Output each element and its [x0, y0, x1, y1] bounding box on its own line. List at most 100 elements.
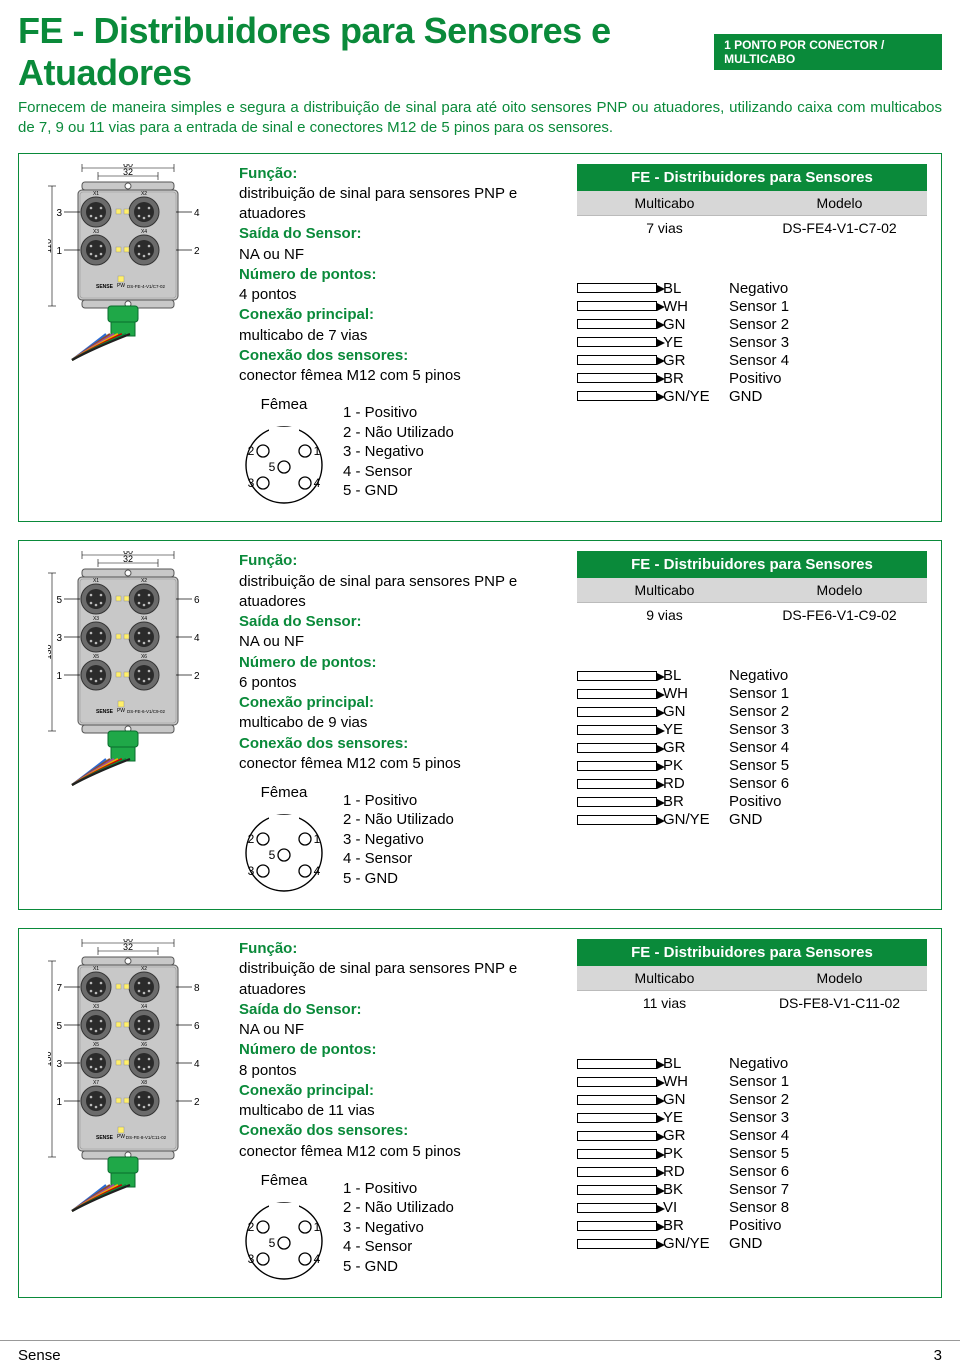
svg-text:X5: X5 [93, 1042, 99, 1048]
svg-text:5: 5 [269, 460, 276, 474]
device-diagram: 60 32 150 7 8 [48, 939, 208, 1221]
wire-row: GR Sensor 4 [577, 1127, 927, 1144]
wire-row: BR Positivo [577, 1217, 927, 1234]
spec-block: Função: distribuição de sinal para senso… [239, 164, 561, 387]
spec-column: Função: distribuição de sinal para senso… [239, 939, 561, 1283]
device-diagram: 60 32 110 3 4 [48, 164, 208, 370]
svg-text:1: 1 [314, 832, 321, 846]
svg-text:X4: X4 [141, 1004, 147, 1010]
product-panel-0: 60 32 110 3 4 [18, 153, 942, 523]
wire-code: PK [663, 757, 723, 774]
svg-text:4: 4 [194, 633, 200, 644]
svg-text:DS-FE-4-V1/C7-02: DS-FE-4-V1/C7-02 [127, 284, 166, 289]
wire-code: BR [663, 370, 723, 387]
wire-signal: GND [729, 1235, 762, 1252]
svg-text:PW: PW [117, 1134, 125, 1140]
svg-text:130: 130 [48, 645, 53, 660]
table-cell-modelo: DS-FE6-V1-C9-02 [752, 603, 927, 627]
table-col-multicabo: Multicabo [577, 966, 752, 990]
wire-bar-icon [577, 355, 657, 365]
wire-row: BR Positivo [577, 793, 927, 810]
pin-row: 1 - Positivo [343, 1179, 454, 1199]
spec-column: Função: distribuição de sinal para senso… [239, 164, 561, 508]
svg-text:X3: X3 [93, 1004, 99, 1010]
wire-bar-icon [577, 1077, 657, 1087]
table-header: Multicabo Modelo [577, 578, 927, 603]
wire-signal: GND [729, 388, 762, 405]
pin-row: 5 - GND [343, 481, 454, 501]
wire-bar-icon [577, 391, 657, 401]
title-badge: 1 PONTO POR CONECTOR / MULTICABO [714, 34, 942, 70]
wire-row: RD Sensor 6 [577, 1163, 927, 1180]
wire-signal: Sensor 7 [729, 1181, 789, 1198]
wire-row: GR Sensor 4 [577, 739, 927, 756]
table-cell-modelo: DS-FE8-V1-C11-02 [752, 991, 927, 1015]
pin-row: 3 - Negativo [343, 830, 454, 850]
table-cell-modelo: DS-FE4-V1-C7-02 [752, 216, 927, 240]
svg-text:3: 3 [56, 633, 62, 644]
wire-bar-icon [577, 283, 657, 293]
table-title: FE - Distribuidores para Sensores [577, 164, 927, 191]
svg-text:1: 1 [56, 1097, 62, 1108]
svg-text:1: 1 [314, 444, 321, 458]
pin-row: 3 - Negativo [343, 442, 454, 462]
wire-row: PK Sensor 5 [577, 1145, 927, 1162]
svg-text:1: 1 [314, 1220, 321, 1234]
svg-text:X8: X8 [141, 1080, 147, 1086]
wire-row: GN Sensor 2 [577, 703, 927, 720]
wire-bar-icon [577, 1059, 657, 1069]
wire-row: BL Negativo [577, 667, 927, 684]
svg-text:DS-FE-6-V1/C9-02: DS-FE-6-V1/C9-02 [127, 709, 166, 714]
wire-signal: Sensor 3 [729, 721, 789, 738]
svg-text:2: 2 [248, 832, 255, 846]
svg-text:3: 3 [56, 208, 62, 219]
table-column: FE - Distribuidores para Sensores Multic… [577, 164, 927, 508]
device-diagram: 60 32 130 5 6 [48, 551, 208, 795]
svg-text:3: 3 [248, 864, 255, 878]
wire-bar-icon [577, 319, 657, 329]
svg-text:X4: X4 [141, 616, 147, 622]
pin-row: 4 - Sensor [343, 849, 454, 869]
page-title: FE - Distribuidores para Sensores e Atua… [18, 10, 704, 94]
wire-row: YE Sensor 3 [577, 334, 927, 351]
wire-signal: Sensor 1 [729, 685, 789, 702]
spec-column: Função: distribuição de sinal para senso… [239, 551, 561, 895]
wire-code: YE [663, 1109, 723, 1126]
wire-code: BR [663, 1217, 723, 1234]
wire-bar-icon [577, 743, 657, 753]
spec-block: Função: distribuição de sinal para senso… [239, 939, 561, 1162]
wire-row: GN/YE GND [577, 1235, 927, 1252]
wire-row: BK Sensor 7 [577, 1181, 927, 1198]
svg-text:5: 5 [56, 1021, 62, 1032]
wire-bar-icon [577, 373, 657, 383]
svg-text:4: 4 [314, 1252, 321, 1266]
svg-text:X6: X6 [141, 1042, 147, 1048]
wire-bar-icon [577, 337, 657, 347]
wire-signal: Sensor 1 [729, 1073, 789, 1090]
footer: Sense 3 [0, 1340, 960, 1364]
svg-text:4: 4 [194, 208, 200, 219]
wire-bar-icon [577, 1095, 657, 1105]
connector-pinout: Fêmea 2 1 5 3 4 1 - Positivo2 - Não Util… [239, 1172, 561, 1283]
svg-text:4: 4 [194, 1059, 200, 1070]
table-header: Multicabo Modelo [577, 191, 927, 216]
table-column: FE - Distribuidores para Sensores Multic… [577, 939, 927, 1283]
m12-connector-icon: 2 1 5 3 4 [239, 417, 329, 507]
svg-text:3: 3 [56, 1059, 62, 1070]
wire-bar-icon [577, 761, 657, 771]
wire-code: BL [663, 1055, 723, 1072]
pin-row: 2 - Não Utilizado [343, 423, 454, 443]
svg-text:SENSE: SENSE [96, 1135, 114, 1141]
wire-code: GN [663, 1091, 723, 1108]
pin-row: 1 - Positivo [343, 791, 454, 811]
svg-text:DS-FE-8-V1/C11-02: DS-FE-8-V1/C11-02 [126, 1135, 167, 1140]
wire-code: GN/YE [663, 1235, 723, 1252]
svg-text:3: 3 [248, 1252, 255, 1266]
wire-row: WH Sensor 1 [577, 298, 927, 315]
table-title: FE - Distribuidores para Sensores [577, 551, 927, 578]
wire-signal: Sensor 4 [729, 739, 789, 756]
wire-code: GR [663, 1127, 723, 1144]
dimension-column: 60 32 150 7 8 [33, 939, 223, 1283]
wire-bar-icon [577, 1185, 657, 1195]
wire-bar-icon [577, 1113, 657, 1123]
